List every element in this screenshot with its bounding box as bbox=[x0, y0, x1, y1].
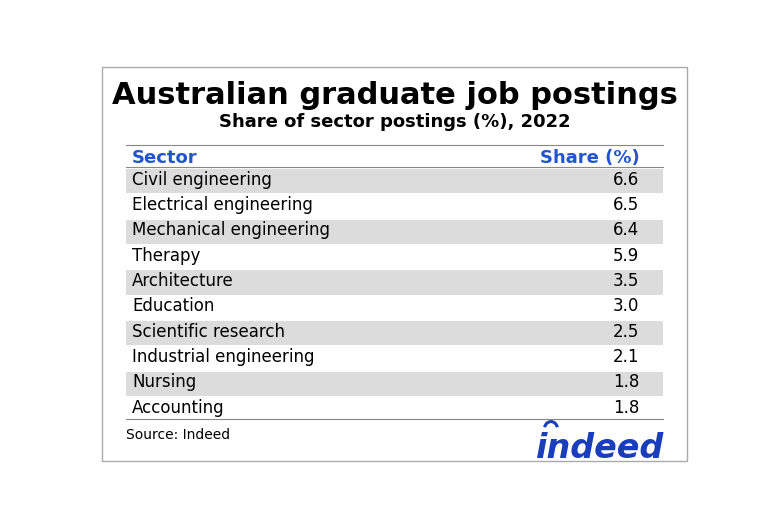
Text: indeed: indeed bbox=[537, 432, 665, 465]
Text: Civil engineering: Civil engineering bbox=[132, 171, 272, 189]
Text: Source: Indeed: Source: Indeed bbox=[126, 429, 230, 443]
Bar bbox=[126, 220, 663, 244]
Text: Nursing: Nursing bbox=[132, 373, 196, 392]
Text: 6.5: 6.5 bbox=[613, 196, 639, 214]
Text: 6.4: 6.4 bbox=[613, 221, 639, 240]
Text: 2.1: 2.1 bbox=[613, 348, 639, 366]
Bar bbox=[126, 169, 663, 193]
Text: 6.6: 6.6 bbox=[613, 171, 639, 189]
Bar bbox=[126, 372, 663, 396]
Text: Mechanical engineering: Mechanical engineering bbox=[132, 221, 330, 240]
Text: Share (%): Share (%) bbox=[540, 149, 639, 167]
Text: Share of sector postings (%), 2022: Share of sector postings (%), 2022 bbox=[219, 113, 571, 131]
Bar bbox=[126, 270, 663, 294]
Text: Accounting: Accounting bbox=[132, 399, 225, 417]
Text: 2.5: 2.5 bbox=[613, 323, 639, 341]
Text: Australian graduate job postings: Australian graduate job postings bbox=[112, 81, 678, 110]
Text: Sector: Sector bbox=[132, 149, 198, 167]
Text: 3.5: 3.5 bbox=[613, 272, 639, 290]
Text: Electrical engineering: Electrical engineering bbox=[132, 196, 313, 214]
Text: 5.9: 5.9 bbox=[613, 247, 639, 265]
Text: Industrial engineering: Industrial engineering bbox=[132, 348, 315, 366]
Text: 1.8: 1.8 bbox=[613, 399, 639, 417]
Text: Architecture: Architecture bbox=[132, 272, 234, 290]
Text: 3.0: 3.0 bbox=[613, 298, 639, 315]
Text: 1.8: 1.8 bbox=[613, 373, 639, 392]
Bar bbox=[126, 321, 663, 345]
Text: Education: Education bbox=[132, 298, 214, 315]
Text: Therapy: Therapy bbox=[132, 247, 200, 265]
Text: Scientific research: Scientific research bbox=[132, 323, 285, 341]
